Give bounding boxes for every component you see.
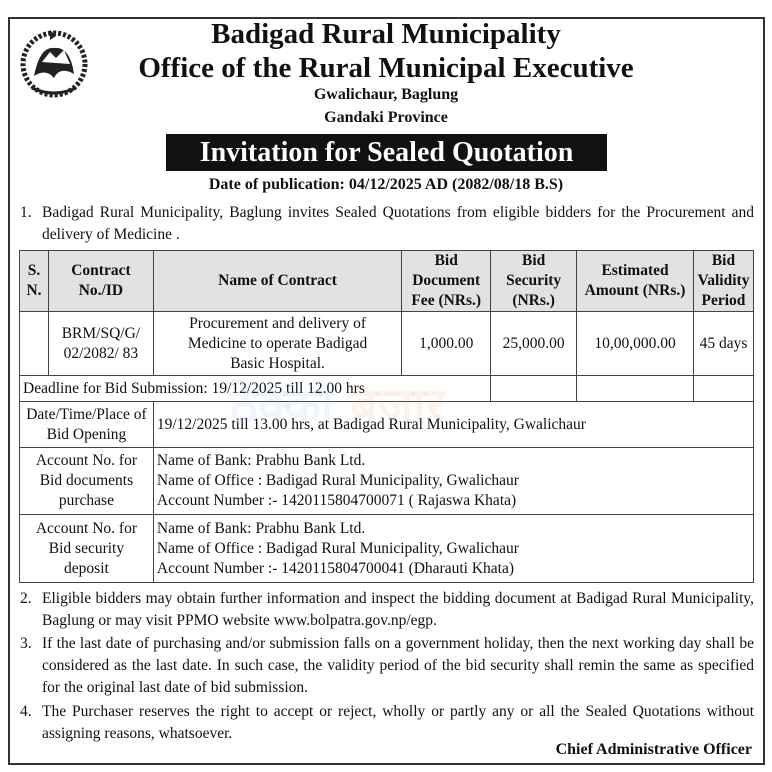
nepal-government-emblem-icon	[20, 30, 88, 98]
account-label: Account No. for Bid documents purchase	[19, 447, 154, 515]
account-row-security: Account No. for Bid security deposit Nam…	[19, 514, 755, 583]
cell-estimated-amount: 10,00,000.00	[576, 311, 694, 376]
bank-name: Name of Bank: Prabhu Bank Ltd.	[156, 452, 366, 469]
cell-contract-id: BRM/SQ/G/ 02/2082/ 83	[47, 311, 154, 376]
empty-cell	[490, 375, 578, 402]
bank-name: Name of Bank: Prabhu Bank Ltd.	[156, 519, 366, 537]
paragraph-1: 1. Badigad Rural Municipality, Baglung i…	[20, 202, 754, 246]
paragraph-4: 4. The Purchaser reserves the right to a…	[20, 701, 754, 745]
header-contract-id: Contract No./ID	[47, 250, 154, 312]
account-label: Account No. for Bid security deposit	[19, 514, 154, 583]
paragraph-text: The Purchaser reserves the right to acce…	[42, 703, 754, 742]
opening-row: Date/Time/Place of Bid Opening 19/12/202…	[19, 401, 755, 448]
office-title: Office of the Rural Municipal Executive	[138, 52, 634, 84]
table-header-row: S. N. Contract No./ID Name of Contract B…	[19, 250, 755, 312]
header-contract-name: Name of Contract	[152, 250, 403, 312]
paragraph-text: Eligible bidders may obtain further info…	[42, 590, 754, 629]
cell-bid-security: 25,000.00	[490, 311, 578, 376]
publication-date: Date of publication: 04/12/2025 AD (2082…	[208, 176, 564, 193]
address: Gwalichaur, Baglung	[313, 86, 459, 103]
province: Gandaki Province	[324, 109, 448, 126]
paragraph-2: 2. Eligible bidders may obtain further i…	[20, 588, 754, 632]
account-details: Name of Bank: Prabhu Bank Ltd. Name of O…	[152, 447, 755, 515]
cell-doc-fee: 1,000.00	[401, 311, 492, 376]
office-name: Name of Office : Badigad Rural Municipal…	[156, 472, 519, 489]
contract-table: S. N. Contract No./ID Name of Contract B…	[18, 250, 755, 583]
cell-validity: 45 days	[692, 311, 755, 376]
header-estimated-amount: Estimated Amount (NRs.)	[576, 250, 694, 312]
paragraph-number: 3.	[20, 635, 32, 652]
notice-banner: Invitation for Sealed Quotation	[166, 134, 607, 171]
table-row: BRM/SQ/G/ 02/2082/ 83 Procurement and de…	[19, 311, 755, 376]
paragraph-number: 2.	[20, 590, 32, 607]
deadline-row: Deadline for Bid Submission: 19/12/2025 …	[18, 375, 755, 402]
deadline-text: Deadline for Bid Submission: 19/12/2025 …	[18, 375, 492, 402]
cell-contract-name: Procurement and delivery of Medicine to …	[152, 311, 403, 376]
cell-sn	[19, 311, 49, 376]
empty-cell	[576, 375, 694, 402]
paragraph-3: 3. If the last date of purchasing and/or…	[20, 633, 754, 699]
paragraph-text: If the last date of purchasing and/or su…	[42, 635, 754, 696]
notice-border	[8, 17, 765, 765]
municipality-title: Badigad Rural Municipality	[211, 18, 561, 50]
opening-value: 19/12/2025 till 13.00 hrs, at Badigad Ru…	[152, 401, 755, 448]
account-row-documents: Account No. for Bid documents purchase N…	[19, 447, 755, 515]
paragraph-number: 1.	[20, 204, 32, 221]
paragraph-number: 4.	[20, 703, 32, 720]
account-number: Account Number :- 1420115804700041 (Dhar…	[156, 559, 515, 577]
office-name: Name of Office : Badigad Rural Municipal…	[156, 539, 519, 557]
account-details: Name of Bank: Prabhu Bank Ltd. Name of O…	[152, 514, 755, 583]
header-doc-fee: Bid Document Fee (NRs.)	[401, 250, 492, 312]
header-validity: Bid Validity Period	[692, 250, 755, 312]
empty-cell	[692, 375, 755, 402]
opening-label: Date/Time/Place of Bid Opening	[19, 401, 154, 448]
signatory-title: Chief Administrative Officer	[555, 741, 752, 758]
paragraph-text: Badigad Rural Municipality, Baglung invi…	[42, 204, 754, 243]
header-sn: S. N.	[19, 250, 49, 312]
account-number: Account Number :- 1420115804700071 ( Raj…	[156, 492, 517, 509]
header-bid-security: Bid Security (NRs.)	[490, 250, 578, 312]
